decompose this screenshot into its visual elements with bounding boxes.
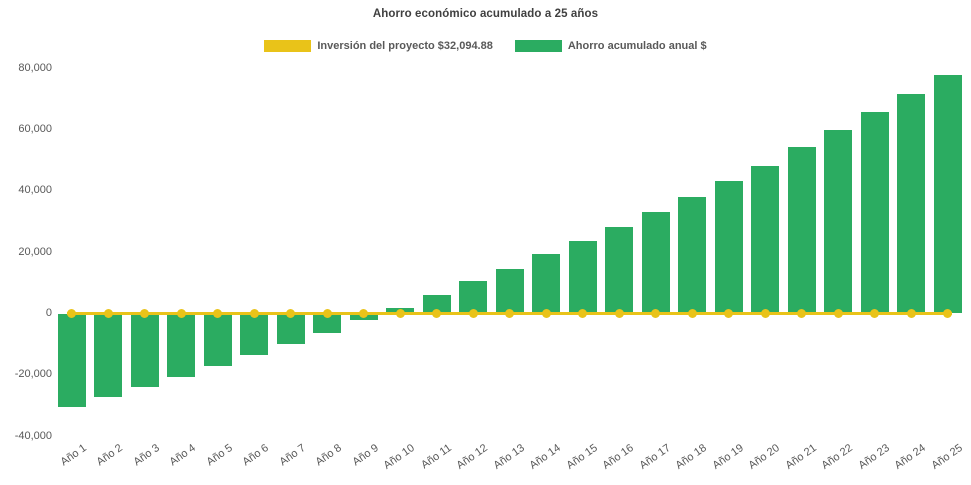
investment-line-marker xyxy=(614,308,624,318)
legend-label-investment: Inversión del proyecto $32,094.88 xyxy=(317,40,493,52)
investment-line-marker xyxy=(395,308,405,318)
bar-año-15 xyxy=(568,240,597,313)
bar-año-11 xyxy=(422,294,451,313)
bar-año-4 xyxy=(167,314,195,377)
investment-line-marker xyxy=(359,308,368,318)
bar-año-14 xyxy=(532,254,560,313)
investment-line-marker xyxy=(505,308,514,318)
y-axis-label: -20,000 xyxy=(14,368,52,381)
investment-line-marker xyxy=(541,308,551,318)
investment-line-marker xyxy=(760,308,770,318)
bar-año-18 xyxy=(678,197,706,313)
investment-line-marker xyxy=(833,308,843,318)
legend-item-investment: Inversión del proyecto $32,094.88 xyxy=(264,40,493,52)
bar-año-5 xyxy=(203,314,232,367)
bar-año-16 xyxy=(605,227,633,313)
legend-swatch-investment xyxy=(264,40,312,52)
investment-line-marker xyxy=(103,308,113,318)
legend-label-savings: Ahorro acumulado anual $ xyxy=(567,40,707,52)
investment-line-marker xyxy=(906,308,916,318)
bar-año-3 xyxy=(130,314,159,388)
bar-año-24 xyxy=(897,93,925,313)
investment-line-marker xyxy=(870,308,879,318)
bar-año-25 xyxy=(933,74,962,313)
investment-line-marker xyxy=(249,308,259,318)
legend-item-savings: Ahorro acumulado anual $ xyxy=(514,40,707,52)
investment-line-marker xyxy=(67,308,76,318)
bar-año-7 xyxy=(276,314,305,345)
investment-line-marker xyxy=(724,308,733,318)
y-axis-label: 80,000 xyxy=(18,61,52,74)
bar-año-22 xyxy=(824,130,852,313)
investment-line-marker xyxy=(797,308,806,318)
bar-año-13 xyxy=(495,268,524,313)
investment-line-marker xyxy=(578,308,587,318)
investment-line-marker xyxy=(322,308,332,318)
chart-title: Ahorro económico acumulado a 25 años xyxy=(372,8,599,20)
y-axis-label: 60,000 xyxy=(18,123,52,136)
investment-line-marker xyxy=(687,308,697,318)
bar-año-12 xyxy=(459,281,487,313)
bar-año-1 xyxy=(57,314,86,407)
y-axis-label: 40,000 xyxy=(18,184,52,197)
investment-line-marker xyxy=(176,308,186,318)
bar-año-6 xyxy=(240,314,268,356)
bar-año-20 xyxy=(751,165,779,313)
bar-año-21 xyxy=(787,147,816,313)
bar-año-2 xyxy=(94,314,122,398)
y-axis-label: 0 xyxy=(45,307,52,319)
investment-line-marker xyxy=(651,308,660,318)
investment-line-marker xyxy=(213,308,222,318)
investment-line-marker xyxy=(286,308,295,318)
bar-año-8 xyxy=(313,314,341,333)
investment-line-marker xyxy=(943,308,952,318)
legend: Inversión del proyecto $32,094.88 Ahorro… xyxy=(0,40,971,52)
bar-año-23 xyxy=(860,112,889,313)
investment-line-marker xyxy=(468,308,478,318)
bar-año-19 xyxy=(714,180,743,313)
y-axis-label: 20,000 xyxy=(18,245,52,258)
investment-line-marker xyxy=(432,308,441,318)
legend-swatch-savings xyxy=(514,40,562,52)
investment-line-marker xyxy=(140,308,149,318)
y-axis-label: -40,000 xyxy=(14,429,52,442)
bar-año-17 xyxy=(641,211,670,313)
